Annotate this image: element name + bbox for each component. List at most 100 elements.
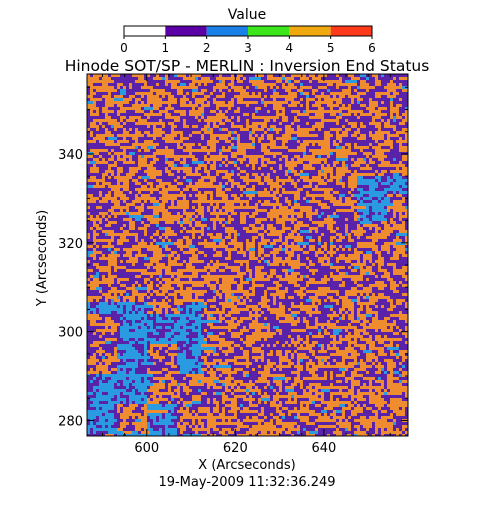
heatmap-cell	[330, 272, 333, 275]
heatmap-cell	[144, 335, 147, 338]
heatmap-cell	[375, 170, 378, 173]
heatmap-cell	[192, 227, 195, 230]
heatmap-cell	[225, 128, 228, 131]
heatmap-cell	[369, 236, 372, 239]
heatmap-cell	[87, 254, 90, 257]
heatmap-cell	[264, 179, 273, 182]
heatmap-cell	[243, 395, 246, 398]
heatmap-cell	[144, 131, 150, 134]
heatmap-cell	[387, 323, 396, 326]
heatmap-cell	[219, 317, 225, 320]
heatmap-cell	[231, 398, 234, 401]
heatmap-cell	[123, 155, 126, 158]
heatmap-cell	[387, 137, 390, 140]
heatmap-cell	[291, 98, 294, 101]
heatmap-cell	[306, 98, 309, 101]
heatmap-cell	[159, 338, 162, 341]
heatmap-cell	[399, 317, 405, 320]
heatmap-cell	[165, 167, 168, 170]
heatmap-cell	[198, 371, 204, 374]
heatmap-cell	[396, 434, 399, 436]
heatmap-cell	[123, 383, 126, 386]
heatmap-cell	[306, 236, 309, 239]
heatmap-cell	[111, 377, 114, 380]
heatmap-cell	[156, 89, 159, 92]
heatmap-cell	[330, 275, 333, 278]
heatmap-cell	[252, 239, 255, 242]
heatmap-cell	[339, 404, 345, 407]
heatmap-cell	[387, 278, 393, 281]
heatmap-cell	[336, 227, 339, 230]
heatmap-cell	[399, 146, 405, 149]
heatmap-cell	[342, 317, 345, 320]
heatmap-cell	[87, 95, 93, 98]
heatmap-cell	[159, 305, 165, 308]
heatmap-cell	[231, 308, 243, 311]
heatmap-cell	[285, 239, 288, 242]
heatmap-cell	[297, 335, 300, 338]
heatmap-cell	[273, 368, 276, 371]
heatmap-cell	[330, 173, 333, 176]
heatmap-cell	[132, 143, 141, 146]
heatmap-cell	[210, 377, 219, 380]
heatmap-cell	[189, 173, 195, 176]
heatmap-cell	[339, 113, 342, 116]
heatmap-cell	[135, 248, 138, 251]
heatmap-cell	[123, 380, 126, 383]
heatmap-cell	[111, 305, 114, 308]
heatmap-cell	[144, 194, 150, 197]
heatmap-cell	[186, 173, 189, 176]
heatmap-cell	[213, 365, 231, 368]
heatmap-cell	[90, 125, 93, 128]
heatmap-cell	[354, 131, 360, 134]
heatmap-cell	[369, 302, 375, 305]
heatmap-cell	[201, 134, 204, 137]
heatmap-cell	[375, 395, 378, 398]
heatmap-cell	[213, 263, 216, 266]
heatmap-cell	[306, 395, 309, 398]
heatmap-cell	[186, 326, 192, 329]
heatmap-cell	[282, 248, 285, 251]
heatmap-cell	[141, 296, 144, 299]
heatmap-cell	[261, 305, 267, 308]
heatmap-cell	[186, 179, 192, 182]
heatmap-cell	[219, 422, 222, 425]
heatmap-cell	[159, 275, 162, 278]
heatmap-cell	[222, 401, 225, 404]
heatmap-cell	[399, 203, 402, 206]
heatmap-cell	[333, 245, 336, 248]
y-tick-label: 300	[58, 326, 83, 341]
heatmap-cell	[243, 254, 246, 257]
heatmap-cell	[126, 356, 132, 359]
heatmap-cell	[135, 134, 144, 137]
heatmap-cell	[390, 329, 393, 332]
heatmap-cell	[279, 374, 282, 377]
heatmap-cell	[402, 179, 408, 182]
heatmap-cell	[315, 110, 318, 113]
heatmap-cell	[126, 260, 132, 263]
heatmap-cell	[225, 275, 228, 278]
heatmap-cell	[150, 236, 153, 239]
heatmap-cell	[111, 395, 114, 398]
heatmap-cell	[180, 290, 207, 293]
heatmap-cell	[291, 434, 294, 436]
heatmap-cell	[387, 272, 390, 275]
heatmap-cell	[117, 278, 126, 281]
heatmap-cell	[198, 350, 201, 353]
heatmap-cell	[249, 287, 252, 290]
heatmap-cell	[120, 398, 123, 401]
heatmap-cell	[186, 287, 189, 290]
heatmap-cell	[351, 371, 357, 374]
heatmap-cell	[393, 110, 399, 113]
heatmap-cell	[117, 434, 123, 436]
heatmap-cell	[291, 320, 300, 323]
heatmap-cell	[147, 116, 150, 119]
heatmap-cell	[345, 368, 348, 371]
heatmap-cell	[276, 284, 279, 287]
heatmap-cell	[117, 371, 123, 374]
heatmap-cell	[249, 401, 252, 404]
heatmap-cell	[159, 419, 171, 422]
heatmap-cell	[288, 350, 291, 353]
heatmap-cell	[219, 320, 222, 323]
heatmap-cell	[171, 203, 174, 206]
